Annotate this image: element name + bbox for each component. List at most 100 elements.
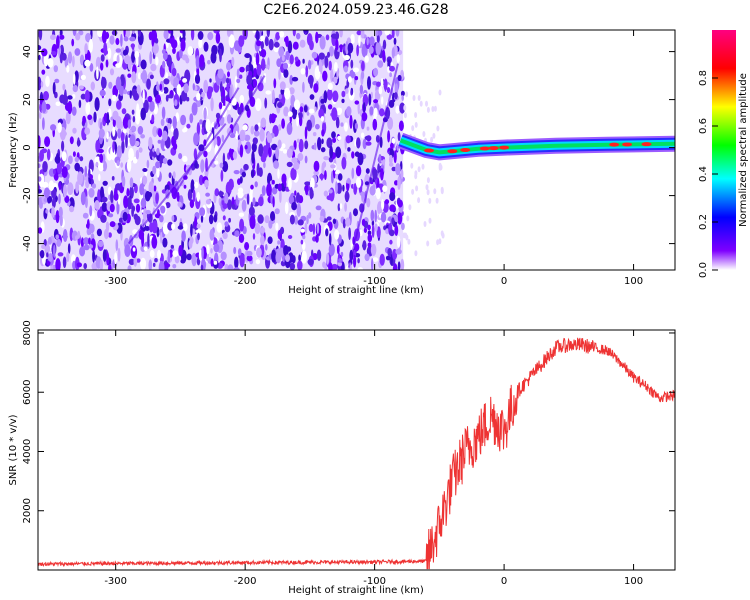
noise-speckle — [54, 155, 61, 164]
noise-speckle — [215, 32, 221, 44]
noise-speckle — [241, 199, 247, 212]
noise-speckle — [115, 48, 122, 53]
noise-speckle — [210, 97, 214, 112]
noise-speckle — [51, 51, 57, 56]
noise-speckle — [226, 61, 232, 71]
snr-y-label: SNR (10 * v/v) — [8, 414, 19, 485]
noise-speckle — [306, 119, 313, 132]
noise-speckle — [210, 51, 217, 64]
noise-speckle — [146, 78, 151, 90]
noise-speckle — [266, 30, 270, 38]
noise-speckle — [276, 58, 282, 68]
noise-speckle — [400, 168, 404, 180]
haze-speckle — [426, 177, 430, 184]
noise-speckle — [354, 76, 359, 81]
noise-speckle — [324, 55, 329, 69]
noise-speckle — [82, 212, 89, 219]
noise-speckle — [108, 213, 114, 218]
noise-speckle — [93, 111, 97, 123]
noise-speckle — [304, 181, 311, 186]
noise-speckle — [123, 30, 126, 38]
noise-speckle — [297, 152, 304, 162]
noise-speckle — [140, 59, 147, 70]
noise-speckle — [313, 170, 320, 176]
noise-speckle — [238, 233, 245, 243]
noise-speckle — [298, 254, 301, 262]
noise-speckle — [321, 129, 325, 137]
noise-speckle — [226, 83, 229, 93]
noise-speckle — [354, 122, 358, 130]
noise-speckle — [304, 222, 308, 234]
noise-speckle — [46, 148, 51, 161]
noise-speckle — [213, 243, 220, 253]
noise-speckle — [121, 175, 126, 188]
noise-speckle — [304, 126, 308, 140]
noise-speckle — [356, 30, 362, 36]
noise-speckle — [354, 243, 360, 252]
noise-speckle — [277, 240, 281, 245]
noise-speckle — [393, 37, 397, 45]
noise-speckle — [228, 178, 234, 191]
noise-speckle — [309, 186, 314, 200]
noise-speckle — [157, 249, 161, 260]
noise-speckle — [265, 64, 270, 69]
noise-speckle — [116, 116, 122, 129]
noise-speckle — [369, 36, 375, 46]
noise-speckle — [253, 130, 260, 137]
noise-speckle — [339, 30, 343, 38]
noise-speckle — [98, 173, 101, 182]
noise-speckle — [171, 215, 175, 222]
noise-speckle — [370, 243, 377, 256]
noise-speckle — [293, 99, 301, 111]
noise-speckle — [206, 244, 210, 255]
noise-speckle — [258, 167, 263, 178]
noise-speckle — [108, 263, 112, 270]
noise-speckle — [133, 213, 139, 220]
noise-speckle — [41, 244, 46, 249]
haze-speckle — [411, 188, 415, 195]
haze-speckle — [414, 112, 418, 118]
noise-speckle — [347, 76, 352, 83]
noise-speckle — [296, 114, 299, 127]
noise-speckle — [247, 84, 251, 90]
noise-speckle — [102, 180, 108, 186]
noise-speckle — [77, 171, 84, 186]
noise-speckle — [252, 233, 256, 240]
noise-speckle — [251, 150, 255, 164]
haze-speckle — [412, 95, 416, 101]
noise-speckle — [186, 96, 190, 102]
noise-speckle — [313, 142, 317, 151]
noise-speckle — [287, 111, 293, 117]
noise-speckle — [344, 88, 349, 94]
noise-speckle — [72, 127, 77, 134]
haze-speckle — [433, 188, 437, 195]
noise-speckle — [40, 81, 44, 88]
noise-speckle — [250, 184, 254, 190]
noise-speckle — [171, 67, 177, 77]
noise-speckle — [371, 258, 374, 270]
noise-speckle — [213, 214, 218, 223]
noise-speckle — [373, 99, 379, 104]
noise-speckle — [117, 127, 122, 139]
noise-speckle — [389, 65, 395, 72]
noise-speckle — [163, 78, 170, 85]
noise-speckle — [304, 183, 309, 196]
colorbar-tick-label: 0.6 — [698, 118, 709, 134]
noise-speckle — [74, 70, 79, 83]
noise-speckle — [367, 224, 371, 231]
noise-speckle — [210, 248, 213, 254]
noise-speckle — [190, 30, 195, 41]
noise-speckle — [42, 161, 48, 173]
noise-speckle — [188, 239, 193, 249]
noise-speckle — [157, 209, 160, 217]
noise-speckle — [127, 196, 132, 210]
noise-speckle — [233, 267, 240, 270]
noise-speckle — [103, 160, 107, 172]
noise-speckle — [229, 86, 232, 100]
noise-speckle — [92, 249, 96, 263]
noise-speckle — [330, 164, 336, 169]
noise-speckle — [390, 253, 393, 266]
noise-speckle — [203, 79, 209, 94]
noise-speckle — [67, 51, 73, 64]
noise-speckle — [126, 158, 132, 173]
